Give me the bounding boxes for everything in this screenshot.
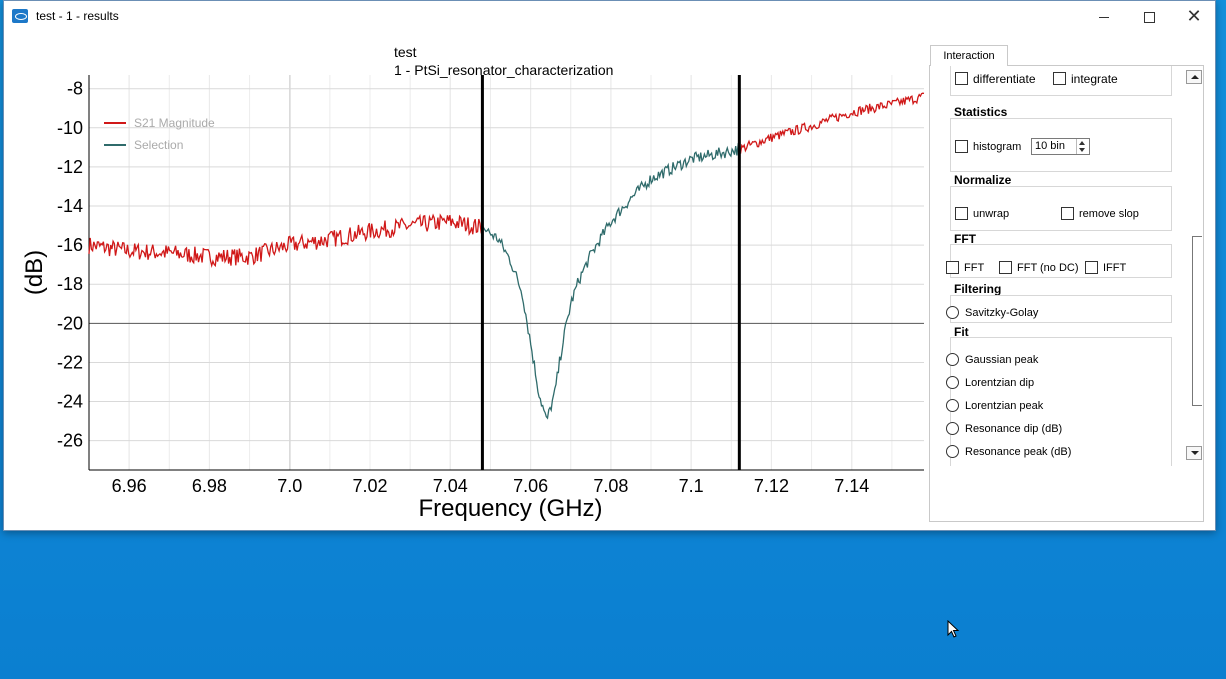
plot-title: test 1 - PtSi_resonator_characterization (394, 43, 613, 79)
y-tick-label: -26 (57, 431, 83, 451)
interaction-panel: Interaction differentiate integrate Stat… (929, 39, 1204, 522)
x-tick-label: 7.06 (513, 476, 548, 496)
s21-line-right (738, 92, 925, 154)
lorentzian-peak-label: Lorentzian peak (965, 400, 1044, 412)
resonance-dip-radio[interactable] (946, 422, 959, 435)
resonance-peak-radio[interactable] (946, 445, 959, 458)
y-tick-label: -14 (57, 196, 83, 216)
plot-title-line1: test (394, 44, 417, 60)
y-tick-label: -24 (57, 392, 83, 412)
panel-body: differentiate integrate Statistics histo… (929, 65, 1204, 522)
filtering-title: Filtering (954, 282, 1002, 296)
fit-title: Fit (954, 325, 969, 339)
derivative-group: differentiate integrate (950, 66, 1172, 96)
fft-checkbox[interactable] (946, 261, 959, 274)
window-content: test 1 - PtSi_resonator_characterization… (4, 33, 1215, 530)
unwrap-checkbox[interactable] (955, 207, 968, 220)
remove-slop-checkbox[interactable] (1061, 207, 1074, 220)
x-tick-label: 7.0 (277, 476, 302, 496)
scroll-down-icon[interactable] (1186, 446, 1202, 460)
resonance-peak-label: Resonance peak (dB) (965, 446, 1072, 458)
s21-line-left (88, 213, 483, 268)
histogram-label: histogram (973, 141, 1022, 153)
spin-up-icon[interactable] (1079, 141, 1085, 145)
scroll-thumb[interactable] (1192, 236, 1202, 406)
bins-spinbox[interactable]: 10 bin (1031, 138, 1090, 155)
chart-svg[interactable]: 6.96 6.98 7.0 7.02 7.04 7.06 7.08 7.1 7.12 7.14 -8… (4, 33, 929, 530)
fft-no-dc-checkbox[interactable] (999, 261, 1012, 274)
minimize-button[interactable] (1081, 1, 1127, 33)
close-button[interactable]: ✕ (1171, 1, 1217, 33)
fft-title: FFT (954, 232, 976, 246)
selection-line (481, 142, 740, 420)
x-tick-label: 7.1 (679, 476, 704, 496)
y-tick-label: -20 (57, 313, 83, 333)
integrate-checkbox[interactable] (1053, 72, 1066, 85)
maximize-icon (1143, 11, 1155, 23)
x-tick-label: 7.12 (754, 476, 789, 496)
close-icon: ✕ (1186, 6, 1202, 27)
unwrap-label: unwrap (973, 208, 1010, 220)
normalize-title: Normalize (954, 173, 1012, 187)
app-icon (12, 9, 28, 23)
statistics-title: Statistics (954, 105, 1008, 119)
gaussian-peak-radio[interactable] (946, 353, 959, 366)
mouse-cursor-icon (947, 620, 960, 638)
differentiate-label: differentiate (973, 72, 1036, 86)
spin-down-icon[interactable] (1079, 148, 1085, 152)
ifft-label: IFFT (1103, 262, 1127, 274)
x-tick-label: 6.96 (112, 476, 147, 496)
y-axis-label: (dB) (21, 250, 48, 295)
normalize-group: unwrap remove slop (950, 186, 1172, 231)
x-tick-label: 7.08 (593, 476, 628, 496)
filtering-group: Savitzky-Golay (946, 295, 1172, 323)
x-tick-label: 7.02 (352, 476, 387, 496)
remove-slop-label: remove slop (1079, 208, 1139, 220)
lorentzian-dip-radio[interactable] (946, 376, 959, 389)
bins-value: 10 bin (1035, 140, 1065, 152)
x-axis-label: Frequency (GHz) (418, 495, 602, 522)
legend-s21-label: S21 Magnitude (134, 116, 215, 130)
gaussian-peak-label: Gaussian peak (965, 354, 1039, 366)
statistics-group: histogram 10 bin (950, 118, 1172, 172)
histogram-checkbox[interactable] (955, 140, 968, 153)
fit-group: Gaussian peak Lorentzian dip Lorentzian … (946, 337, 1172, 466)
panel-scroll-content: differentiate integrate Statistics histo… (930, 66, 1182, 466)
bins-stepper[interactable] (1076, 139, 1089, 154)
x-tick-label: 7.14 (834, 476, 869, 496)
x-tick-label: 7.04 (433, 476, 468, 496)
results-window: test - 1 - results ✕ test 1 - PtSi_reson… (3, 0, 1216, 531)
differentiate-checkbox[interactable] (955, 72, 968, 85)
x-tick-label: 6.98 (192, 476, 227, 496)
window-title: test - 1 - results (36, 9, 119, 23)
maximize-button[interactable] (1126, 1, 1172, 33)
plot-area[interactable]: test 1 - PtSi_resonator_characterization… (4, 33, 929, 530)
savitzky-golay-label: Savitzky-Golay (965, 307, 1039, 319)
fft-no-dc-label: FFT (no DC) (1017, 262, 1079, 274)
lorentzian-peak-radio[interactable] (946, 399, 959, 412)
minimize-icon (1099, 16, 1109, 18)
resonance-dip-label: Resonance dip (dB) (965, 423, 1063, 435)
y-tick-label: -10 (57, 118, 83, 138)
savitzky-golay-radio[interactable] (946, 306, 959, 319)
y-tick-label: -16 (57, 235, 83, 255)
fft-label: FFT (964, 262, 985, 274)
scroll-up-icon[interactable] (1186, 70, 1202, 84)
integrate-label: integrate (1071, 72, 1118, 86)
lorentzian-dip-label: Lorentzian dip (965, 377, 1035, 389)
legend-selection-label: Selection (134, 138, 183, 152)
plot-title-line2: 1 - PtSi_resonator_characterization (394, 62, 614, 78)
tab-interaction[interactable]: Interaction (930, 45, 1008, 66)
fft-group: FFT FFT (no DC) IFFT (946, 244, 1172, 278)
panel-scrollbar[interactable] (1186, 66, 1202, 466)
y-tick-label: -22 (57, 352, 83, 372)
ifft-checkbox[interactable] (1085, 261, 1098, 274)
title-bar[interactable]: test - 1 - results ✕ (4, 1, 1215, 33)
y-tick-label: -12 (57, 157, 83, 177)
y-tick-label: -18 (57, 274, 83, 294)
y-tick-label: -8 (67, 79, 83, 99)
